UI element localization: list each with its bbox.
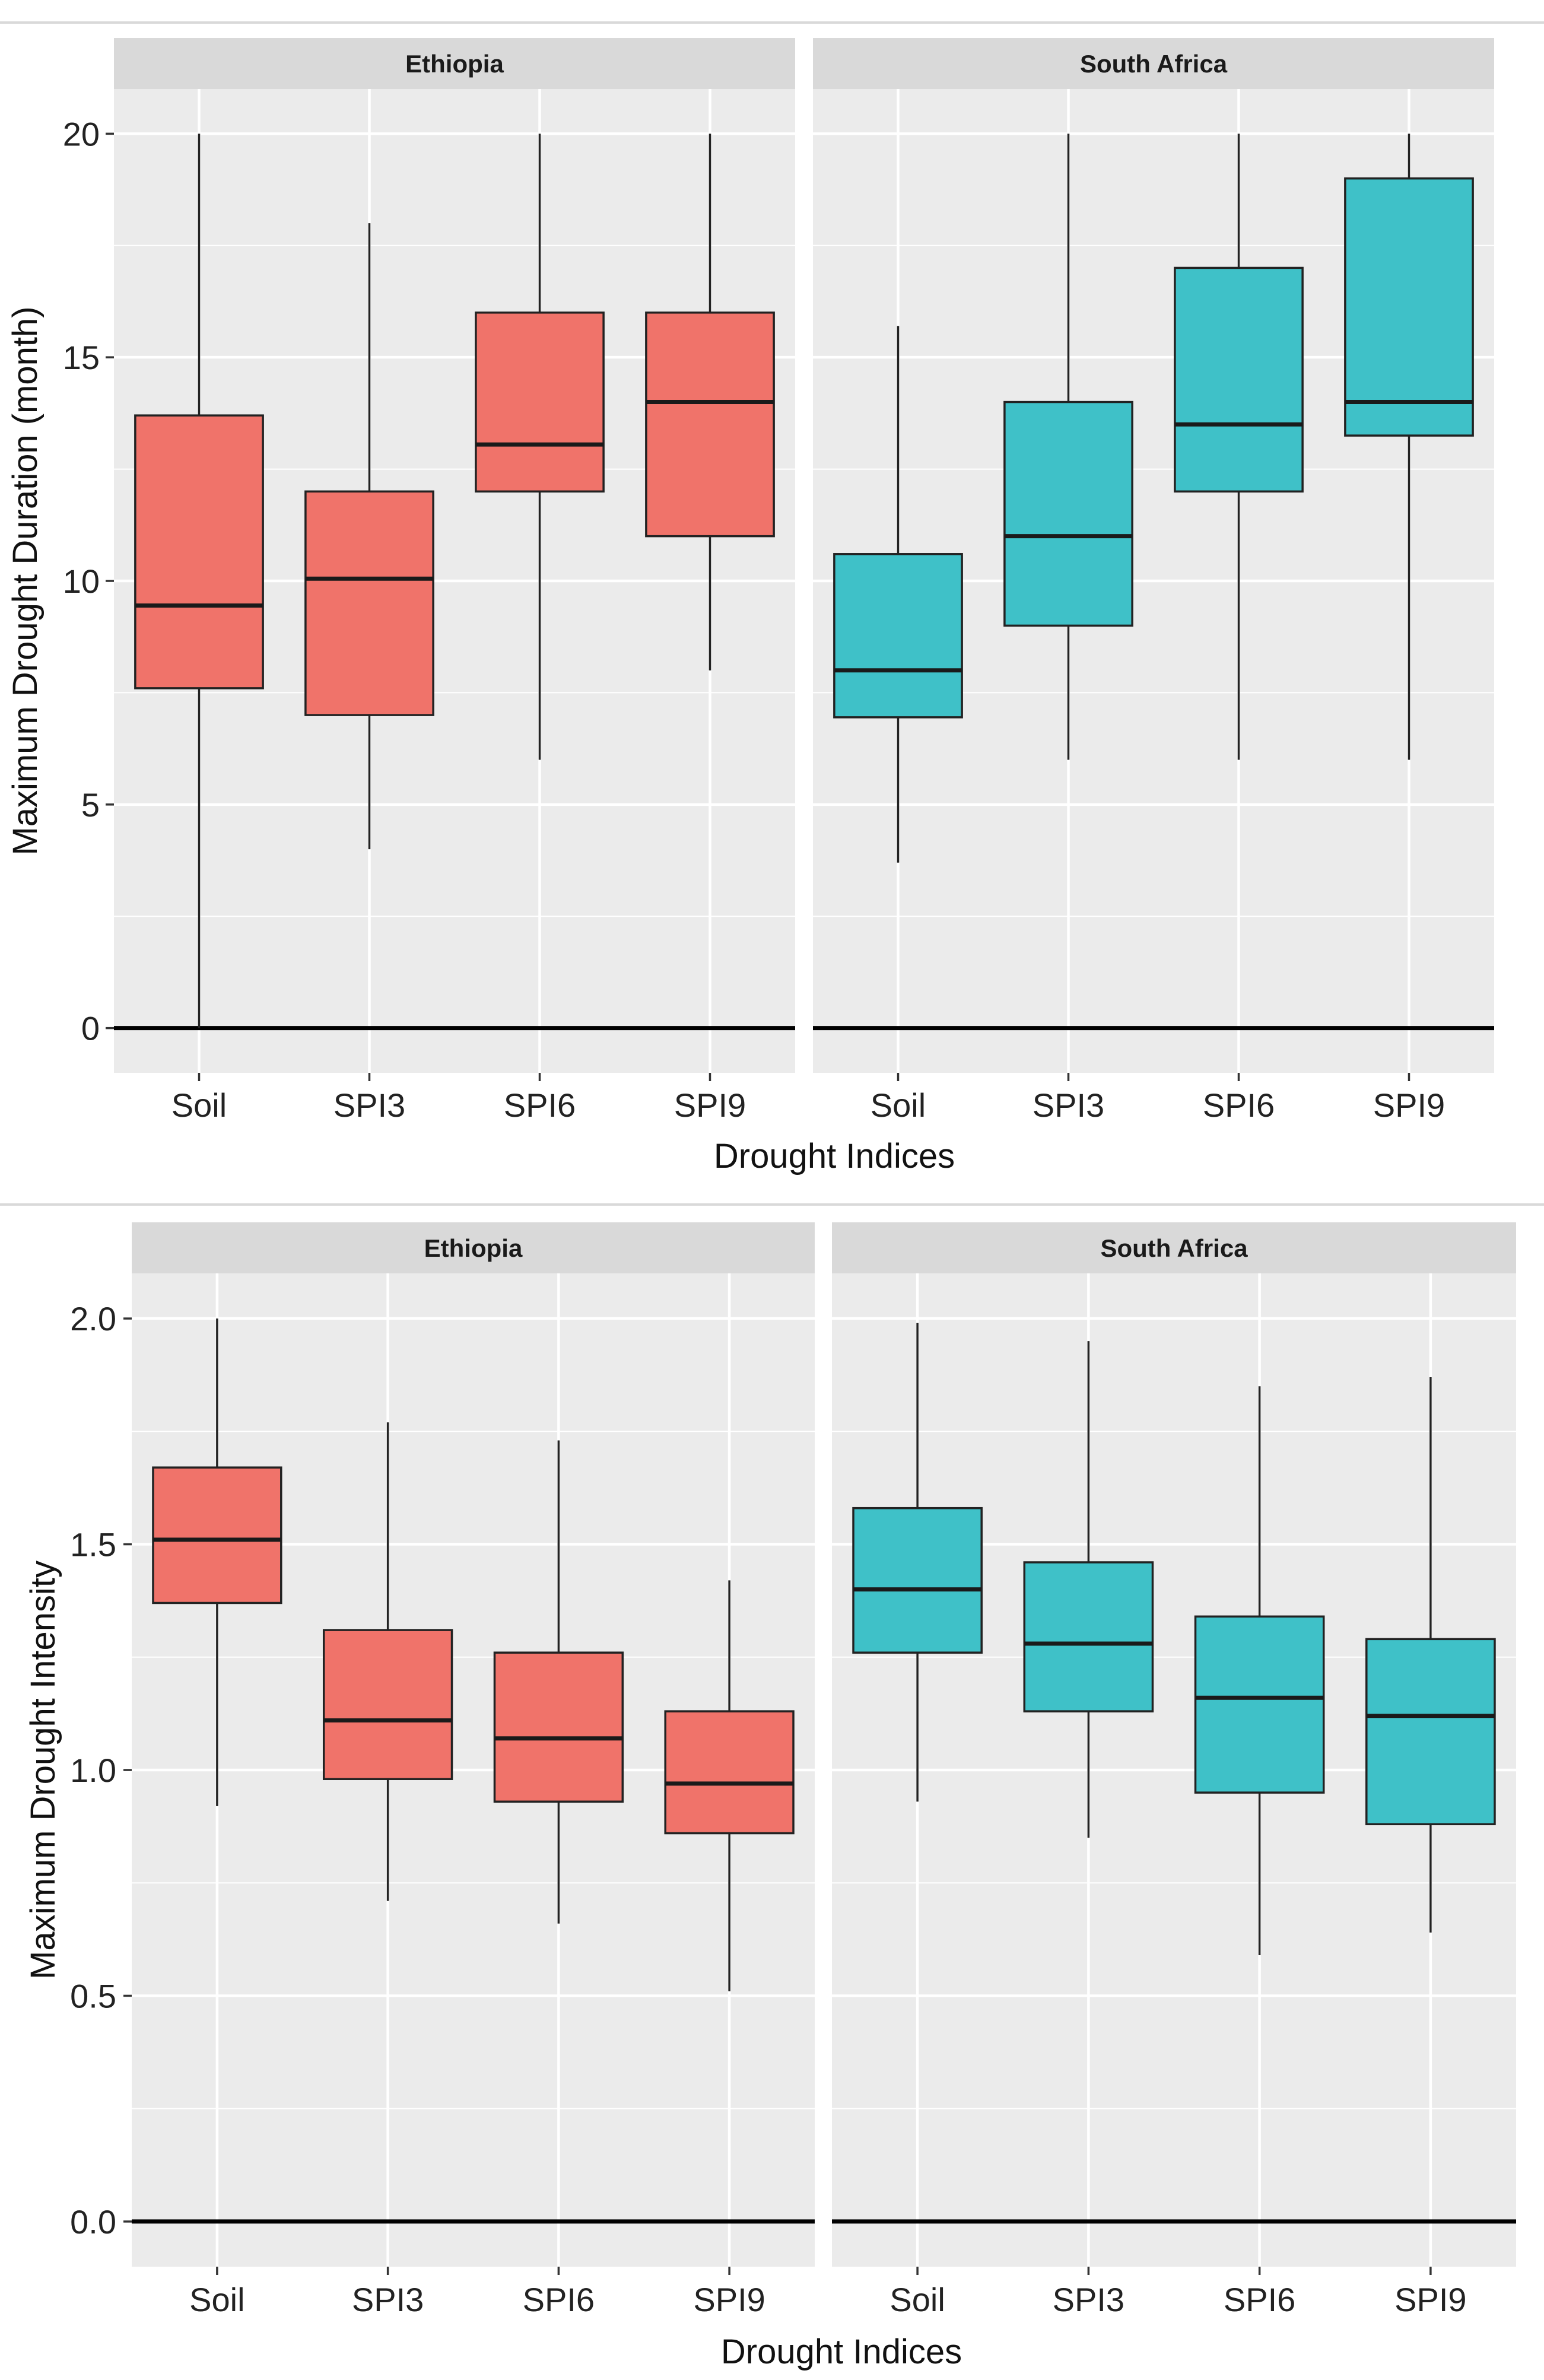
x-tick-label: SPI3: [333, 1086, 405, 1124]
box-iqr: [852, 1507, 983, 1654]
y-tick-label: 2.0: [70, 1300, 116, 1337]
x-tick-label: SPI9: [693, 2281, 765, 2318]
y-tick-label: 0.0: [70, 2203, 116, 2241]
x-tick-label: SPI3: [1053, 2281, 1124, 2318]
box-south-africa-spi6: [1174, 134, 1304, 760]
box-south-africa-spi6: [1194, 1386, 1325, 1955]
box-iqr: [1023, 1561, 1154, 1712]
y-tick-label: 5: [81, 786, 100, 824]
x-tick-label: SPI3: [1032, 1086, 1104, 1124]
box-ethiopia-spi3: [304, 223, 434, 850]
box-south-africa-spi3: [1023, 1341, 1154, 1838]
x-tick-label: SPI6: [1224, 2281, 1295, 2318]
box-iqr: [152, 1466, 282, 1604]
facet-strip: [114, 38, 795, 89]
x-tick-label: SPI6: [1203, 1086, 1275, 1124]
box-south-africa-spi9: [1365, 1377, 1496, 1933]
box-iqr: [664, 1710, 795, 1835]
facet-strip-label: Ethiopia: [424, 1234, 523, 1262]
box-iqr: [304, 490, 434, 716]
box-south-africa-soil: [833, 326, 963, 863]
x-axis-title: Drought Indices: [714, 1137, 955, 1175]
y-tick-label: 1.0: [70, 1752, 116, 1789]
facet-panel-ethiopia: Ethiopia Soil SPI3 SPI6 SPI9: [132, 1222, 815, 2318]
y-axis-title: Maximum Drought Duration (month): [6, 306, 45, 855]
x-tick-label: SPI9: [1373, 1086, 1445, 1124]
y-tick-label: 0: [81, 1010, 100, 1047]
y-tick-label: 0.5: [70, 1977, 116, 2014]
box-iqr: [134, 414, 264, 689]
y-tick-label: 20: [63, 115, 100, 152]
x-axis-title: Drought Indices: [721, 2333, 962, 2371]
box-iqr: [493, 1651, 624, 1803]
facet-strip: [132, 1222, 815, 1273]
box-ethiopia-spi6: [493, 1440, 624, 1924]
box-ethiopia-soil: [134, 134, 264, 1028]
box-ethiopia-spi6: [475, 134, 605, 760]
box-ethiopia-spi3: [322, 1422, 453, 1901]
box-south-africa-spi9: [1344, 134, 1474, 760]
x-tick-label: SPI6: [523, 2281, 595, 2318]
box-iqr: [833, 553, 963, 719]
box-iqr: [1365, 1638, 1496, 1826]
box-iqr: [475, 312, 605, 493]
y-tick-label: 15: [63, 339, 100, 376]
box-iqr: [322, 1629, 453, 1780]
x-tick-label: SPI3: [352, 2281, 424, 2318]
facet-strip-label: South Africa: [1080, 50, 1228, 78]
box-ethiopia-spi9: [645, 134, 775, 671]
facet-strip-label: South Africa: [1100, 1234, 1248, 1262]
x-tick-label: Soil: [189, 2281, 244, 2318]
facet-strip: [813, 38, 1494, 89]
box-ethiopia-soil: [152, 1318, 282, 1806]
x-tick-label: Soil: [889, 2281, 945, 2318]
box-iqr: [645, 312, 775, 538]
box-south-africa-soil: [852, 1323, 983, 1802]
box-iqr: [1194, 1615, 1325, 1794]
facet-panel-ethiopia: Ethiopia Soil SPI3 SPI6 SPI9: [114, 38, 795, 1124]
x-tick-label: Soil: [171, 1086, 227, 1124]
x-tick-label: SPI9: [1394, 2281, 1466, 2318]
facet-strip-label: Ethiopia: [405, 50, 504, 78]
x-tick-label: Soil: [871, 1086, 926, 1124]
box-iqr: [1344, 177, 1474, 437]
y-axis-title: Maximum Drought Intensity: [24, 1561, 62, 1979]
x-tick-label: SPI6: [504, 1086, 576, 1124]
box-ethiopia-spi9: [664, 1580, 795, 1991]
facet-strip: [832, 1222, 1516, 1273]
facet-panel-south-africa: South Africa Soil SPI3 SPI6 SPI9: [832, 1222, 1516, 2318]
box-south-africa-spi3: [1003, 134, 1133, 760]
y-tick-label: 1.5: [70, 1526, 116, 1564]
box-iqr: [1003, 401, 1133, 627]
x-tick-label: SPI9: [674, 1086, 746, 1124]
y-tick-label: 10: [63, 563, 100, 600]
chart-intensity: Ethiopia Soil SPI3 SPI6 SPI9 South Africa Soil…: [0, 1203, 1544, 2371]
facet-panel-south-africa: South Africa Soil SPI3 SPI6 SPI9: [813, 38, 1494, 1124]
chart-duration: Ethiopia Soil SPI3 SPI6 SPI9 South Africa Soil…: [0, 21, 1544, 1175]
box-iqr: [1174, 266, 1304, 493]
